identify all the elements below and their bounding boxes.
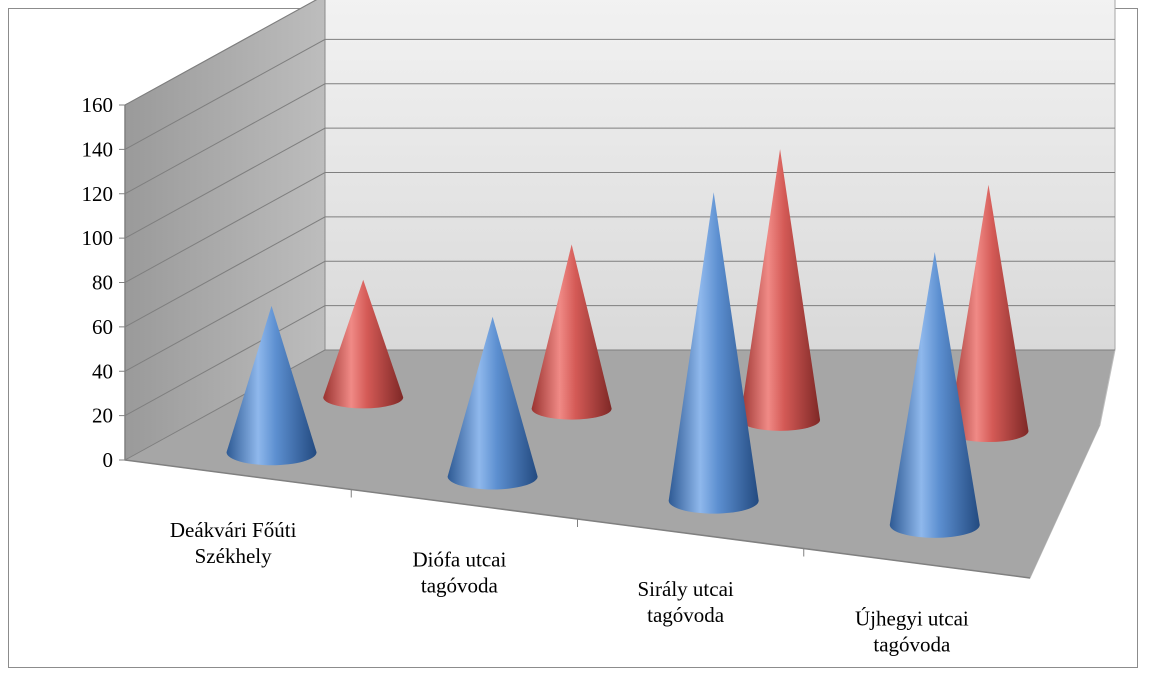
gridline <box>124 172 1115 283</box>
y-tick-label: 160 <box>82 93 114 117</box>
cone-red-2 <box>740 149 821 431</box>
gridline <box>124 38 1115 150</box>
gridline <box>124 305 1115 417</box>
cone-red-1 <box>531 244 612 420</box>
y-tick-label: 100 <box>82 226 114 250</box>
cone-body <box>323 279 404 409</box>
y-tick-label: 60 <box>92 315 113 339</box>
x-category-label: Deákvári Főúti Székhely <box>170 518 297 568</box>
gridline <box>124 216 1115 328</box>
cone-body <box>447 316 538 490</box>
y-tick-label: 20 <box>92 404 113 428</box>
cone-body <box>889 251 980 538</box>
cone-body <box>226 305 317 466</box>
cone-red-3 <box>948 184 1029 443</box>
y-tick-label: 40 <box>92 359 113 383</box>
x-category-label: Diófa utcai tagóvoda <box>412 547 506 597</box>
gridline <box>124 83 1115 195</box>
cone-body <box>740 149 821 431</box>
y-tick-label: 80 <box>92 271 113 295</box>
cone-body <box>948 184 1029 443</box>
cone-red-0 <box>323 279 404 409</box>
y-tick-label: 140 <box>82 137 114 161</box>
cone-blue-1 <box>447 316 538 490</box>
gridline <box>124 260 1115 372</box>
cone-blue-3 <box>889 251 980 538</box>
cone-body <box>668 192 759 514</box>
gridline <box>124 0 317 106</box>
x-category-label: Újhegyi utcai tagóvoda <box>855 606 969 656</box>
floor-front <box>125 425 1100 578</box>
cone-body <box>531 244 612 420</box>
x-category-label: Sirály utcai tagóvoda <box>638 577 734 627</box>
gridline <box>124 127 1115 239</box>
y-tick-label: 0 <box>103 448 114 472</box>
y-tick-label: 120 <box>82 182 114 206</box>
cone-blue-2 <box>668 192 759 514</box>
gridline <box>124 349 1115 461</box>
cone-blue-0 <box>226 305 317 466</box>
